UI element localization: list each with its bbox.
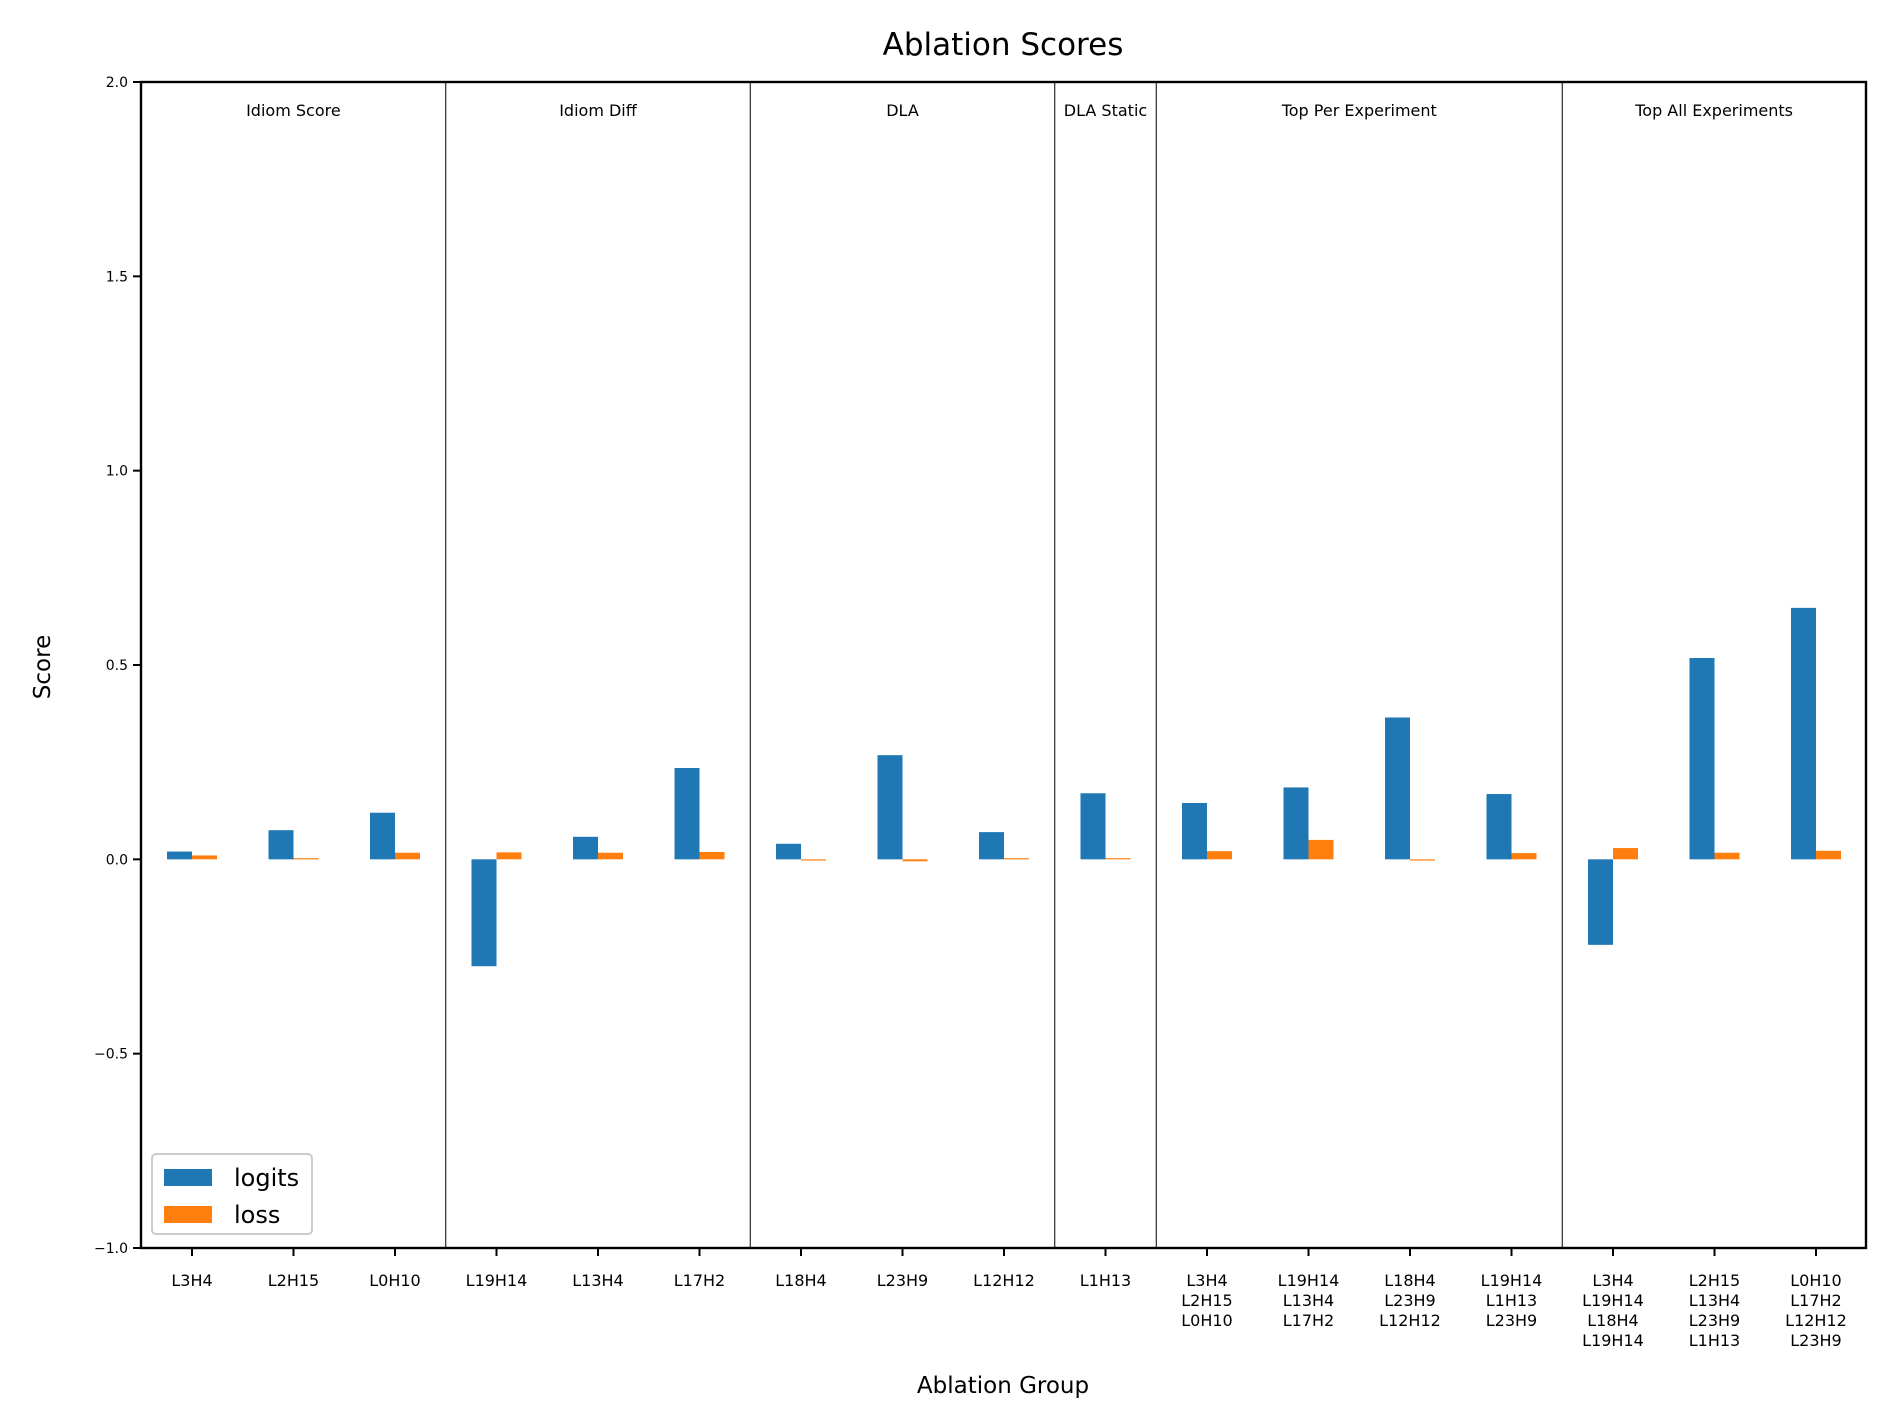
bar-logits <box>370 812 395 860</box>
x-tick-label: L1H13 <box>1080 1271 1131 1290</box>
y-tick-label: −1.0 <box>94 1241 128 1257</box>
bar-loss <box>1105 858 1131 860</box>
bar-loss <box>293 858 319 860</box>
x-tick-label: L0H10 <box>369 1271 420 1290</box>
bar-logits <box>167 851 192 860</box>
bar-logits <box>573 836 598 860</box>
bar-logits <box>471 859 497 967</box>
bar-logits <box>1791 607 1816 860</box>
bar-loss <box>598 852 623 860</box>
legend-swatch-loss <box>164 1206 212 1223</box>
group-label: Idiom Diff <box>559 101 638 120</box>
x-tick-label: L19H14 L1H13 L23H9 <box>1481 1271 1543 1330</box>
bar-loss <box>1816 850 1841 860</box>
group-label: DLA Static <box>1064 101 1147 120</box>
bar-loss <box>1207 851 1232 860</box>
plot-area: Idiom Score Idiom Diff DLA DLA Static Top Pe… <box>94 75 1868 1350</box>
bar-logits <box>1182 802 1207 860</box>
y-tick-label: 0.0 <box>106 852 128 868</box>
y-tick-label: 1.0 <box>106 464 128 480</box>
x-tick-label: L12H12 <box>973 1271 1035 1290</box>
x-tick-label: L19H14 L13H4 L17H2 <box>1278 1271 1340 1330</box>
x-tick-label: L0H10 L17H2 L12H12 L23H9 <box>1785 1271 1847 1350</box>
bar-logits <box>1080 793 1106 860</box>
legend-swatch-logits <box>164 1169 212 1186</box>
chart-title: Ablation Scores <box>883 27 1124 63</box>
bar-logits <box>1385 717 1410 860</box>
y-tick-label: 0.5 <box>106 658 128 674</box>
bar-loss <box>1613 848 1638 860</box>
bar-loss <box>1004 858 1029 860</box>
bar-logits <box>979 832 1004 860</box>
y-tick-label: 1.5 <box>106 269 128 285</box>
x-tick-label: L13H4 <box>572 1271 623 1290</box>
group-label: Top All Experiments <box>1634 101 1793 120</box>
bar-loss <box>1410 859 1435 861</box>
bar-loss <box>192 855 217 860</box>
x-tick-label: L2H15 L13H4 L23H9 L1H13 <box>1689 1271 1740 1350</box>
bar-logits <box>1486 794 1512 860</box>
bar-loss <box>496 852 522 860</box>
bar-logits <box>268 830 294 860</box>
x-tick-label: L18H4 <box>775 1271 826 1290</box>
bar-loss <box>1308 839 1334 860</box>
x-tick-label: L19H14 <box>466 1271 528 1290</box>
x-tick-label: L18H4 L23H9 L12H12 <box>1379 1271 1441 1330</box>
y-tick-label: −0.5 <box>94 1047 128 1063</box>
x-tick-label: L2H15 <box>268 1271 319 1290</box>
bar-loss <box>699 851 725 860</box>
x-tick-label: L17H2 <box>674 1271 725 1290</box>
group-label: Top Per Experiment <box>1281 101 1437 120</box>
bar-loss <box>395 852 420 860</box>
plot-frame <box>139 80 1868 1250</box>
bar-loss <box>1714 852 1740 860</box>
bar-logits <box>1283 787 1309 860</box>
bar-logits <box>1588 859 1613 945</box>
bar-loss <box>801 859 826 861</box>
legend-label-loss: loss <box>234 1201 280 1229</box>
x-tick-label: L3H4 L19H14 L18H4 L19H14 <box>1582 1271 1644 1350</box>
y-tick-label: 2.0 <box>106 75 128 91</box>
bar-logits <box>877 755 903 860</box>
x-axis-label: Ablation Group <box>917 1373 1089 1399</box>
bar-logits <box>776 843 801 860</box>
bar-logits <box>1689 658 1715 860</box>
x-tick-label: L3H4 <box>171 1271 212 1290</box>
bar-logits <box>674 767 700 860</box>
group-label: Idiom Score <box>246 101 341 120</box>
x-tick-label: L3H4 L2H15 L0H10 <box>1181 1271 1232 1330</box>
y-axis-label: Score <box>30 635 56 699</box>
legend-label-logits: logits <box>234 1164 299 1192</box>
bar-loss <box>1511 853 1537 860</box>
group-label: DLA <box>886 101 919 120</box>
bar-loss <box>902 859 928 862</box>
x-tick-label: L23H9 <box>877 1271 928 1290</box>
